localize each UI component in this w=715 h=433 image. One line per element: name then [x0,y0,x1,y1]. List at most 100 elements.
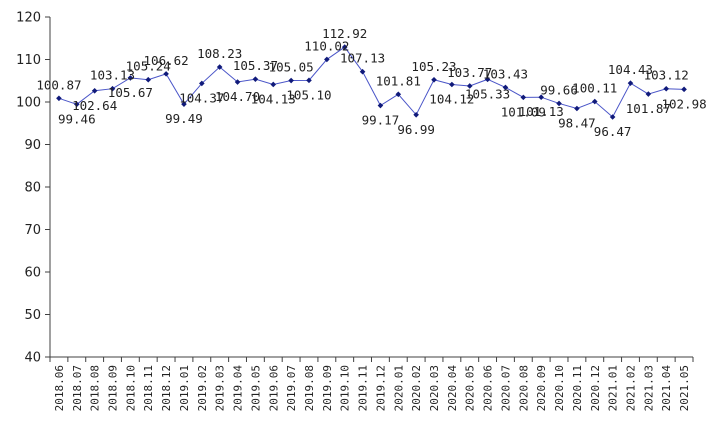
x-tick-label: 2019.02 [196,365,209,411]
data-label: 104.13 [251,91,296,106]
x-tick-label: 2018.09 [107,365,120,411]
x-tick-label: 2020.10 [553,365,566,411]
x-tick-label: 2019.03 [214,365,227,411]
data-point [449,81,455,88]
data-label: 102.64 [72,98,117,113]
data-label: 105.33 [465,86,510,101]
series-line-group [58,46,685,118]
data-label: 96.47 [594,124,632,139]
x-tick-label: 2019.06 [267,365,280,411]
x-tick-label: 2019.04 [232,365,245,412]
data-label: 107.13 [340,51,385,66]
x-tick-label: 2018.06 [53,365,66,411]
data-label: 104.43 [608,62,653,77]
series-line [58,46,685,118]
x-tick-label: 2020.06 [482,365,495,411]
data-point [377,102,384,109]
data-label: 99.49 [165,111,203,126]
x-tick-label: 2020.05 [464,365,477,411]
data-point [145,76,152,83]
x-tick-label: 2021.01 [607,365,620,411]
data-label: 110.02 [304,38,349,53]
data-label: 103.77 [447,65,492,80]
data-label: 101.13 [519,104,564,119]
data-label: 99.46 [58,111,96,126]
y-tick-label: 100 [16,96,41,111]
data-label: 96.99 [397,122,435,137]
x-tick-label: 2020.04 [446,365,459,412]
data-label: 105.67 [108,85,153,100]
data-label: 102.98 [661,96,706,111]
data-point [288,77,294,84]
data-points [56,44,687,120]
data-label: 101.87 [626,101,671,116]
x-tick-label: 2019.12 [374,365,387,411]
x-tick-label: 2018.08 [89,365,102,411]
x-tick-label: 2019.05 [249,365,262,411]
x-tick-label: 2019.11 [357,365,370,411]
data-point [56,95,62,102]
data-label: 105.23 [411,59,456,74]
y-tick-label: 120 [16,11,41,26]
data-point [127,75,134,81]
data-point [609,114,616,120]
x-tick-label: 2020.11 [571,365,584,411]
x-tick-label: 2020.07 [499,365,512,411]
data-label: 100.87 [36,77,81,92]
x-tick-label: 2020.02 [410,365,423,411]
x-tick-label: 2019.09 [321,365,334,411]
data-point [324,56,330,63]
data-point [502,84,509,91]
y-tick-label: 40 [24,351,41,366]
y-tick-label: 50 [24,308,41,323]
x-tick-label: 2018.11 [142,365,155,411]
data-label: 104.12 [429,91,474,106]
x-tick-label: 2019.01 [178,365,191,411]
data-point [466,83,473,89]
y-axis: 40 50 60 70 80 90 100 110 120 [16,11,51,366]
y-tick-label: 110 [16,53,41,68]
data-label: 105.37 [233,58,278,73]
y-tick-label: 90 [24,138,41,153]
data-point [395,91,402,98]
data-label: 99.66 [540,82,578,97]
x-tick-label: 2018.07 [71,365,84,411]
x-tick-label: 2020.01 [392,365,405,411]
data-point [431,76,437,83]
data-label: 103.13 [90,68,135,83]
data-point [413,111,419,118]
data-point [270,81,277,88]
x-tick-label: 2018.10 [124,365,137,411]
data-point [645,91,652,97]
y-tick-label: 70 [24,223,41,238]
data-point [252,76,259,82]
y-tick-label: 80 [24,181,41,196]
x-tick-label: 2021.02 [624,365,637,411]
data-point [574,105,580,112]
data-label: 103.43 [483,66,528,81]
x-tick-label: 2021.04 [660,365,673,412]
data-point [91,87,98,94]
data-point [484,76,491,83]
data-point [359,68,366,75]
data-point [306,77,312,84]
data-point [216,64,223,70]
x-tick-label: 2019.10 [339,365,352,411]
data-label: 98.47 [558,116,596,131]
x-tick-label: 2021.05 [678,365,691,411]
data-point [538,94,544,100]
x-tick-label: 2019.08 [303,365,316,411]
data-label: 105.05 [269,60,314,75]
x-tick-label: 2018.12 [160,365,173,411]
y-tick-label: 60 [24,266,41,281]
data-label: 104.37 [179,90,224,105]
data-point [73,101,80,108]
data-point [591,98,598,105]
data-label: 105.10 [286,87,331,102]
x-tick-label: 2020.03 [428,365,441,411]
data-label: 108.23 [197,46,242,61]
data-point [556,100,562,107]
data-label: 99.17 [362,113,400,128]
